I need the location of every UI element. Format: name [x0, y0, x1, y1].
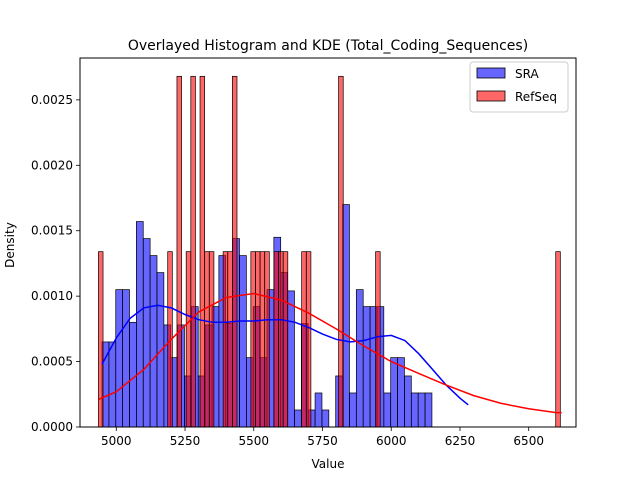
chart-title: Overlayed Histogram and KDE (Total_Codin…: [128, 38, 528, 54]
kde-layer: [98, 292, 562, 414]
bar-refseq: [278, 251, 284, 428]
bar-sra: [349, 392, 357, 428]
y-tick-label: 0.0000: [31, 420, 73, 434]
bar-refseq: [301, 251, 307, 428]
bar-sra: [390, 357, 398, 428]
bar-refseq: [264, 251, 270, 428]
bar-refseq: [227, 251, 233, 428]
bar-refseq: [176, 75, 182, 428]
bar-refseq: [185, 251, 192, 428]
bar-refseq: [250, 251, 256, 428]
legend: SRA RefSeq: [469, 61, 569, 113]
bar-sra: [314, 392, 323, 428]
x-tick-label: 5000: [101, 434, 132, 448]
legend-swatch-refseq: [476, 90, 506, 102]
x-tick-label: 6500: [513, 434, 544, 448]
bar-sra: [417, 392, 426, 428]
bar-refseq: [338, 75, 344, 428]
bar-refseq: [222, 251, 229, 428]
bar-sra: [294, 409, 302, 428]
plot-frame: [79, 57, 577, 428]
bar-sra: [362, 306, 371, 428]
bars-layer: [98, 75, 561, 428]
bar-refseq: [555, 251, 561, 428]
bar-sra: [424, 392, 433, 428]
x-tick-label: 5250: [170, 434, 201, 448]
y-tick-label: 0.0005: [31, 355, 73, 369]
bar-sra: [287, 290, 295, 428]
axes-layer: 5000 5250 5500 5750 6000 6250 6500 0.0000 0.0005…: [31, 57, 577, 448]
legend-label-refseq: RefSeq: [515, 90, 557, 104]
bar-refseq: [208, 251, 215, 428]
bar-refseq: [204, 251, 210, 428]
x-tick-label: 5750: [307, 434, 338, 448]
bar-sra: [108, 341, 117, 428]
bar-sra: [115, 289, 123, 428]
y-tick-label: 0.0015: [31, 224, 73, 238]
y-tick-label: 0.0020: [31, 158, 73, 172]
y-axis-label: Density: [3, 222, 17, 268]
x-axis-label: Value: [312, 457, 345, 471]
x-tick-label: 5500: [238, 434, 269, 448]
bar-sra: [149, 255, 158, 428]
bar-refseq: [232, 75, 238, 428]
x-tick-label: 6000: [376, 434, 407, 448]
bar-sra: [404, 375, 412, 428]
bar-sra: [397, 357, 405, 428]
bar-refseq: [305, 251, 312, 428]
bar-sra: [156, 272, 165, 428]
bar-sra: [122, 289, 130, 428]
y-tick-label: 0.0010: [31, 289, 73, 303]
bar-refseq: [375, 251, 381, 428]
bar-refseq: [255, 251, 261, 428]
bar-refseq: [259, 251, 266, 428]
bar-sra: [142, 238, 151, 428]
bar-refseq: [273, 251, 279, 428]
bar-sra: [321, 409, 330, 428]
kde-line-refseq: [98, 292, 562, 414]
bar-sra: [239, 255, 247, 428]
bar-refseq: [98, 251, 104, 428]
bar-sra: [355, 289, 364, 428]
y-tick-label: 0.0025: [31, 93, 73, 107]
bar-refseq: [199, 75, 206, 428]
bar-sra: [342, 204, 350, 428]
legend-label-sra: SRA: [515, 67, 539, 81]
legend-swatch-sra: [476, 67, 506, 79]
bar-sra: [129, 321, 137, 428]
kde-line-sra: [101, 304, 469, 406]
bar-sra: [136, 221, 144, 428]
bar-refseq: [282, 251, 289, 428]
bar-sra: [383, 392, 392, 428]
x-tick-label: 6250: [445, 434, 476, 448]
bar-refseq: [190, 75, 196, 428]
bar-sra: [410, 392, 419, 428]
